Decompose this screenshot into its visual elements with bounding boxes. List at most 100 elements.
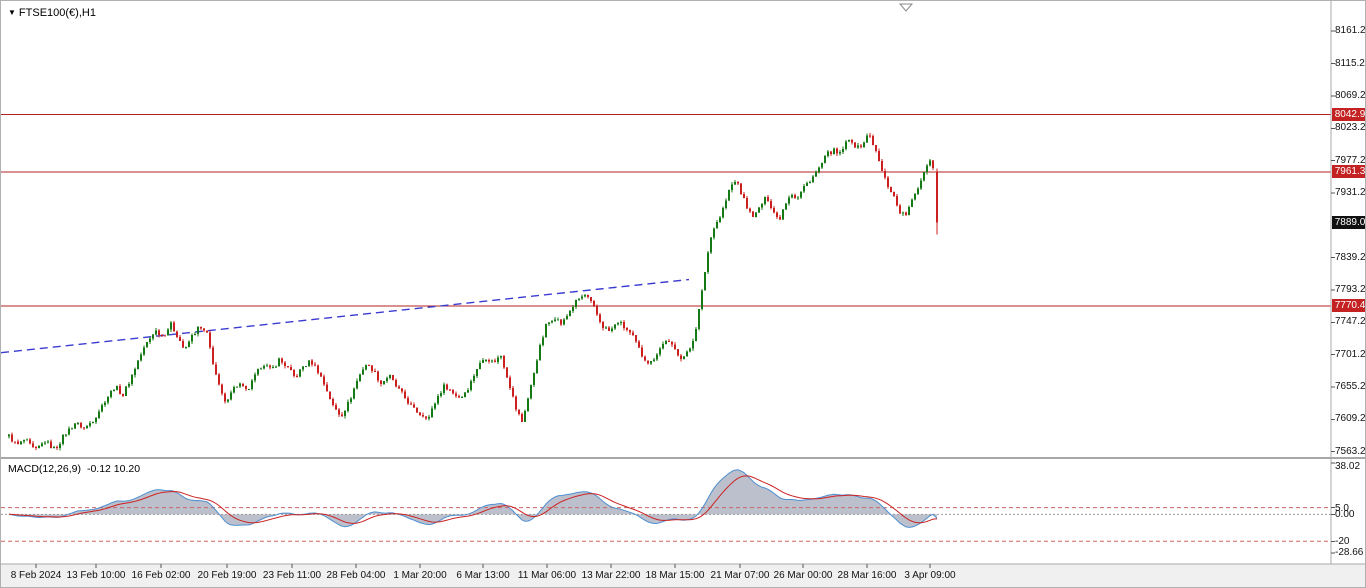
candle-body bbox=[35, 447, 37, 449]
candle-body bbox=[65, 434, 67, 436]
candle-body bbox=[239, 383, 241, 387]
time-axis-label: 16 Feb 02:00 bbox=[131, 570, 191, 581]
candle-body bbox=[413, 404, 415, 408]
candle-body bbox=[44, 442, 46, 444]
candle-body bbox=[410, 403, 412, 405]
candle-body bbox=[542, 337, 544, 345]
price-axis-label: 7563.2 bbox=[1335, 445, 1366, 457]
candle-body bbox=[152, 334, 154, 339]
candle-body bbox=[254, 374, 256, 381]
candle-body bbox=[317, 365, 319, 373]
candle-body bbox=[305, 365, 307, 367]
candle-body bbox=[356, 380, 358, 389]
time-axis-label: 28 Mar 16:00 bbox=[837, 570, 897, 581]
candle-body bbox=[215, 364, 217, 375]
candle-body bbox=[509, 377, 511, 388]
candle-body bbox=[788, 197, 790, 204]
trendline[interactable] bbox=[1, 278, 690, 354]
candle-body bbox=[545, 324, 547, 338]
candle-body bbox=[146, 342, 148, 348]
candle-body bbox=[89, 423, 91, 426]
candle-body bbox=[605, 327, 607, 329]
candle-body bbox=[893, 192, 895, 196]
price-axis-label: 7747.2 bbox=[1335, 316, 1366, 328]
candle-body bbox=[602, 321, 604, 329]
candle-body bbox=[758, 207, 760, 213]
candle-body bbox=[110, 390, 112, 397]
candle-body bbox=[494, 360, 496, 363]
candle-body bbox=[536, 360, 538, 374]
candle-body bbox=[677, 348, 679, 356]
candle-body bbox=[281, 358, 283, 363]
candle-body bbox=[701, 290, 703, 310]
candle-body bbox=[755, 212, 757, 217]
candle-body bbox=[581, 296, 583, 299]
candle-body bbox=[467, 390, 469, 393]
candle-body bbox=[776, 212, 778, 217]
price-axis-label: 8069.2 bbox=[1335, 89, 1366, 101]
candle-body bbox=[629, 329, 631, 333]
candle-body bbox=[236, 386, 238, 388]
candle-body bbox=[59, 444, 61, 449]
candle-body bbox=[470, 380, 472, 391]
candle-body bbox=[77, 422, 79, 424]
candle-body bbox=[383, 380, 385, 385]
candle-body bbox=[68, 428, 70, 435]
candle-body bbox=[899, 205, 901, 214]
candle-body bbox=[812, 176, 814, 183]
candle-body bbox=[173, 322, 175, 332]
price-axis-label: 7839.2 bbox=[1335, 251, 1366, 263]
candle-body bbox=[512, 387, 514, 397]
candle-body bbox=[746, 198, 748, 209]
candle-body bbox=[734, 182, 736, 185]
candle-body bbox=[365, 365, 367, 370]
candle-body bbox=[206, 330, 208, 333]
candle-body bbox=[434, 403, 436, 409]
candle-body bbox=[476, 369, 478, 377]
candle-body bbox=[296, 375, 298, 377]
candle-body bbox=[554, 319, 556, 321]
candlesticks bbox=[8, 133, 938, 451]
candle-body bbox=[428, 417, 430, 419]
candle-body bbox=[638, 341, 640, 348]
candle-body bbox=[278, 358, 280, 367]
candle-body bbox=[260, 368, 262, 370]
candle-body bbox=[866, 135, 868, 143]
macd-axis-label: 38.02 bbox=[1335, 461, 1361, 472]
candle-body bbox=[455, 393, 457, 396]
time-axis-label: 3 Apr 09:00 bbox=[904, 570, 956, 581]
candle-body bbox=[641, 347, 643, 357]
candle-body bbox=[575, 300, 577, 308]
candle-body bbox=[632, 332, 634, 336]
candle-body bbox=[611, 328, 613, 331]
candle-body bbox=[125, 386, 127, 396]
candle-body bbox=[272, 367, 274, 369]
macd-current-values: -0.12 10.20 bbox=[86, 463, 141, 475]
price-axis-label: 7977.2 bbox=[1335, 154, 1366, 166]
candle-body bbox=[854, 142, 856, 148]
candle-body bbox=[443, 384, 445, 394]
candle-body bbox=[674, 344, 676, 349]
chart-shift-marker-icon[interactable] bbox=[898, 3, 914, 12]
time-axis-label: 23 Feb 11:00 bbox=[262, 570, 322, 581]
candle-body bbox=[728, 190, 730, 201]
time-axis-label: 8 Feb 2024 bbox=[10, 570, 62, 581]
candle-body bbox=[515, 396, 517, 410]
candle-body bbox=[683, 356, 685, 360]
candle-body bbox=[569, 310, 571, 316]
candle-body bbox=[821, 163, 823, 168]
candle-body bbox=[332, 399, 334, 405]
candle-body bbox=[911, 199, 913, 207]
candle-body bbox=[131, 375, 133, 385]
candle-body bbox=[593, 300, 595, 306]
candle-body bbox=[791, 195, 793, 198]
candle-body bbox=[119, 386, 121, 394]
level-price-tag: 7961.3 bbox=[1332, 165, 1365, 179]
candle-body bbox=[290, 366, 292, 371]
candle-body bbox=[527, 398, 529, 412]
candle-body bbox=[398, 386, 400, 389]
price-axis-label: 8115.2 bbox=[1335, 57, 1365, 69]
macd-axis-label: -28.66 bbox=[1335, 547, 1364, 558]
candle-body bbox=[461, 397, 463, 399]
